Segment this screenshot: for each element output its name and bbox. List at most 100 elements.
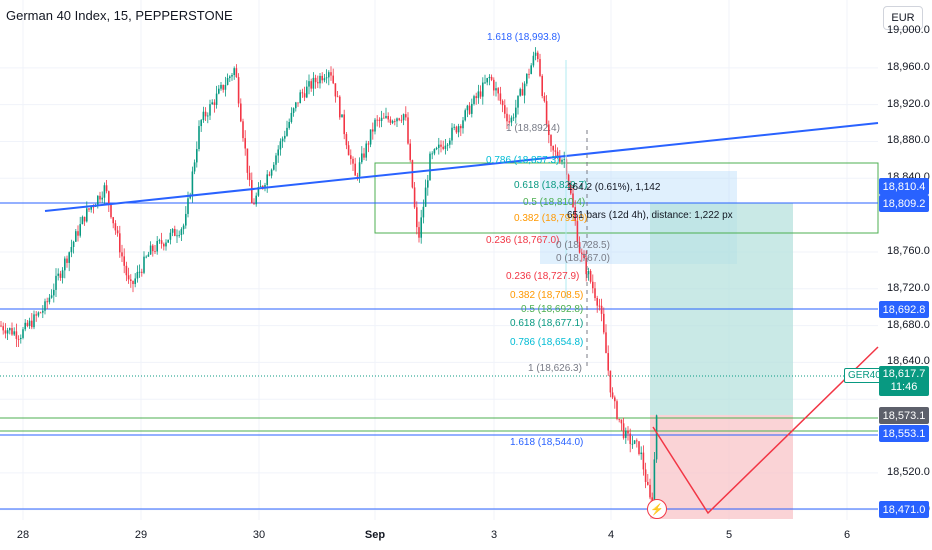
candle-body (649, 484, 651, 498)
candle-body (303, 93, 306, 98)
candle-body (539, 59, 541, 76)
candle-body (554, 150, 557, 152)
candle-body (207, 115, 209, 117)
candle-body (378, 119, 381, 121)
candle-body (123, 256, 125, 266)
candle-body (226, 78, 229, 85)
candle-body (616, 401, 618, 419)
candle-body (339, 96, 341, 118)
candle-body (119, 233, 121, 253)
candle-body (515, 107, 517, 118)
candle-body (402, 114, 405, 121)
y-axis-tick: 18,680.0 (887, 318, 930, 331)
candle-body (138, 271, 141, 273)
candle-body (310, 81, 312, 89)
candle-body (394, 120, 396, 122)
candle-body (81, 216, 84, 225)
candle-body (66, 258, 68, 263)
candle-body (361, 153, 363, 163)
candle-body (103, 185, 106, 198)
candle-body (486, 78, 488, 83)
candle-body (358, 162, 361, 177)
candle-body (6, 330, 9, 334)
candle-body (552, 145, 554, 151)
candle-body (182, 225, 185, 230)
candle-body (185, 213, 187, 226)
candle-body (323, 78, 326, 81)
candle-body (510, 117, 513, 123)
lightning-icon[interactable]: ⚡ (647, 499, 667, 519)
candle-body (512, 117, 515, 119)
candle-body (321, 75, 323, 81)
candle-body (4, 330, 7, 334)
candle-body (530, 65, 532, 74)
loss-zone (650, 415, 793, 519)
price-tag: 18,471.0 (879, 501, 929, 518)
candle-body (268, 174, 271, 176)
candle-body (594, 288, 596, 299)
candle-body (356, 175, 359, 177)
candle-body (495, 88, 497, 91)
price-tag: 18,553.1 (879, 425, 929, 442)
candle-body (589, 270, 592, 282)
candle-body (220, 84, 222, 89)
candle-body (603, 313, 605, 333)
candle-body (411, 160, 414, 188)
candle-body (543, 96, 546, 102)
candle-body (116, 230, 119, 234)
candle-body (42, 310, 44, 313)
candle-body (528, 73, 530, 75)
y-axis-tick: 18,760.0 (887, 244, 930, 257)
current-price-value: 18,617.7 (882, 368, 926, 380)
candle-body (541, 75, 543, 97)
candle-body (306, 86, 308, 98)
candle-body (545, 101, 548, 125)
candle-body (231, 75, 233, 77)
candle-body (149, 245, 152, 255)
candle-body (251, 180, 253, 204)
fib-level-label: 1 (18,892.4) (506, 123, 560, 134)
candle-body (196, 149, 198, 163)
candle-body (297, 102, 299, 104)
candle-body (141, 271, 143, 273)
candle-body (341, 114, 343, 118)
y-axis-tick: 18,960.0 (887, 60, 930, 73)
symbol-title[interactable]: German 40 Index, 15, PEPPERSTONE (6, 8, 233, 23)
candle-body (270, 169, 273, 176)
y-axis-tick: 18,640.0 (887, 355, 930, 368)
candle-body (92, 206, 95, 208)
candle-body (460, 126, 462, 129)
candle-body (290, 112, 293, 123)
currency-button[interactable]: EUR (883, 6, 923, 30)
candle-body (396, 118, 398, 122)
x-axis-tick: 28 (16, 529, 30, 541)
candle-body (427, 180, 429, 188)
candle-body (31, 320, 33, 328)
x-axis-tick: Sep (364, 529, 386, 541)
candle-body (286, 127, 288, 136)
candle-body (200, 120, 202, 127)
candle-body (424, 187, 427, 207)
fib-level-label: 0.618 (18,677.1) (510, 318, 584, 329)
candle-body (193, 162, 196, 172)
candle-body (33, 314, 35, 328)
candle-body (28, 320, 31, 327)
candle-body (72, 241, 75, 247)
y-axis-tick: 18,920.0 (887, 97, 930, 110)
candle-body (9, 328, 11, 331)
candle-body (636, 440, 638, 442)
candle-body (655, 415, 658, 460)
candle-body (581, 252, 583, 254)
candle-body (64, 258, 66, 271)
candle-body (264, 185, 266, 188)
candle-body (145, 256, 147, 258)
candle-body (614, 397, 616, 402)
candle-body (222, 84, 224, 90)
x-axis-tick: 6 (843, 529, 851, 541)
candle-body (325, 77, 328, 79)
price-tag: 18,810.4 (879, 178, 929, 195)
candle-body (171, 228, 174, 233)
candle-body (257, 187, 260, 196)
y-axis-tick: 18,720.0 (887, 281, 930, 294)
